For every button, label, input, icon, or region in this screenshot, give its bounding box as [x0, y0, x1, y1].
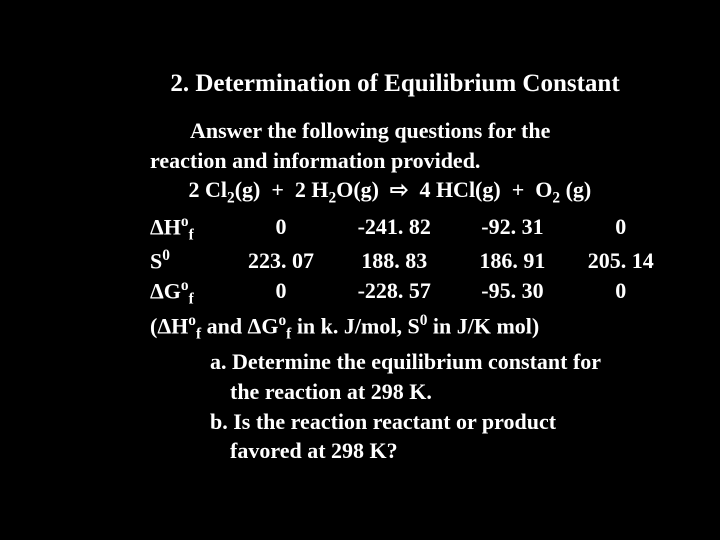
cell-s-1: 223. 07	[227, 246, 335, 276]
cell-s-2: 188. 83	[335, 246, 453, 276]
reactant-2: 2 H2O(g)	[295, 177, 379, 202]
reactant-1: 2 Cl2(g)	[189, 177, 261, 202]
reaction-equation: 2 Cl2(g) + 2 H2O(g) ⇨ 4 HCl(g) + O2 (g)	[150, 175, 670, 209]
cell-dh-3: -92. 31	[453, 212, 571, 247]
row-label-s: S0	[150, 246, 227, 276]
cell-s-4: 205. 14	[572, 246, 670, 276]
product-1: 4 HCl(g)	[419, 177, 500, 202]
cell-dg-2: -228. 57	[335, 276, 453, 311]
cell-dg-4: 0	[572, 276, 670, 311]
cell-dh-4: 0	[572, 212, 670, 247]
cell-dh-1: 0	[227, 212, 335, 247]
questions: a. Determine the equilibrium constant fo…	[150, 347, 670, 466]
plus-1: +	[271, 177, 284, 202]
slide-container: 2. Determination of Equilibrium Constant…	[0, 0, 720, 466]
question-a-line2: the reaction at 298 K.	[150, 377, 670, 407]
cell-dg-3: -95. 30	[453, 276, 571, 311]
arrow-icon: ⇨	[390, 177, 408, 202]
intro-line-1: Answer the following questions for the	[150, 116, 670, 146]
table-row-s: S0 223. 07 188. 83 186. 91 205. 14	[150, 246, 670, 276]
product-2: O2 (g)	[535, 177, 591, 202]
question-b-line1: b. Is the reaction reactant or product	[150, 407, 670, 437]
cell-s-3: 186. 91	[453, 246, 571, 276]
cell-dh-2: -241. 82	[335, 212, 453, 247]
slide-body: Answer the following questions for the r…	[50, 116, 670, 466]
units-line: (ΔHof and ΔGof in k. J/mol, S0 in J/K mo…	[150, 311, 670, 346]
table-row-dh: ΔHof 0 -241. 82 -92. 31 0	[150, 212, 670, 247]
intro-line-2: reaction and information provided.	[150, 146, 670, 176]
plus-2: +	[512, 177, 525, 202]
row-label-dh: ΔHof	[150, 212, 227, 247]
question-b-line2: favored at 298 K?	[150, 436, 670, 466]
row-label-dg: ΔGof	[150, 276, 227, 311]
slide-title: 2. Determination of Equilibrium Constant	[50, 70, 670, 98]
question-a-line1: a. Determine the equilibrium constant fo…	[150, 347, 670, 377]
thermo-table: ΔHof 0 -241. 82 -92. 31 0 S0 223. 07 188…	[150, 212, 670, 311]
cell-dg-1: 0	[227, 276, 335, 311]
table-row-dg: ΔGof 0 -228. 57 -95. 30 0	[150, 276, 670, 311]
